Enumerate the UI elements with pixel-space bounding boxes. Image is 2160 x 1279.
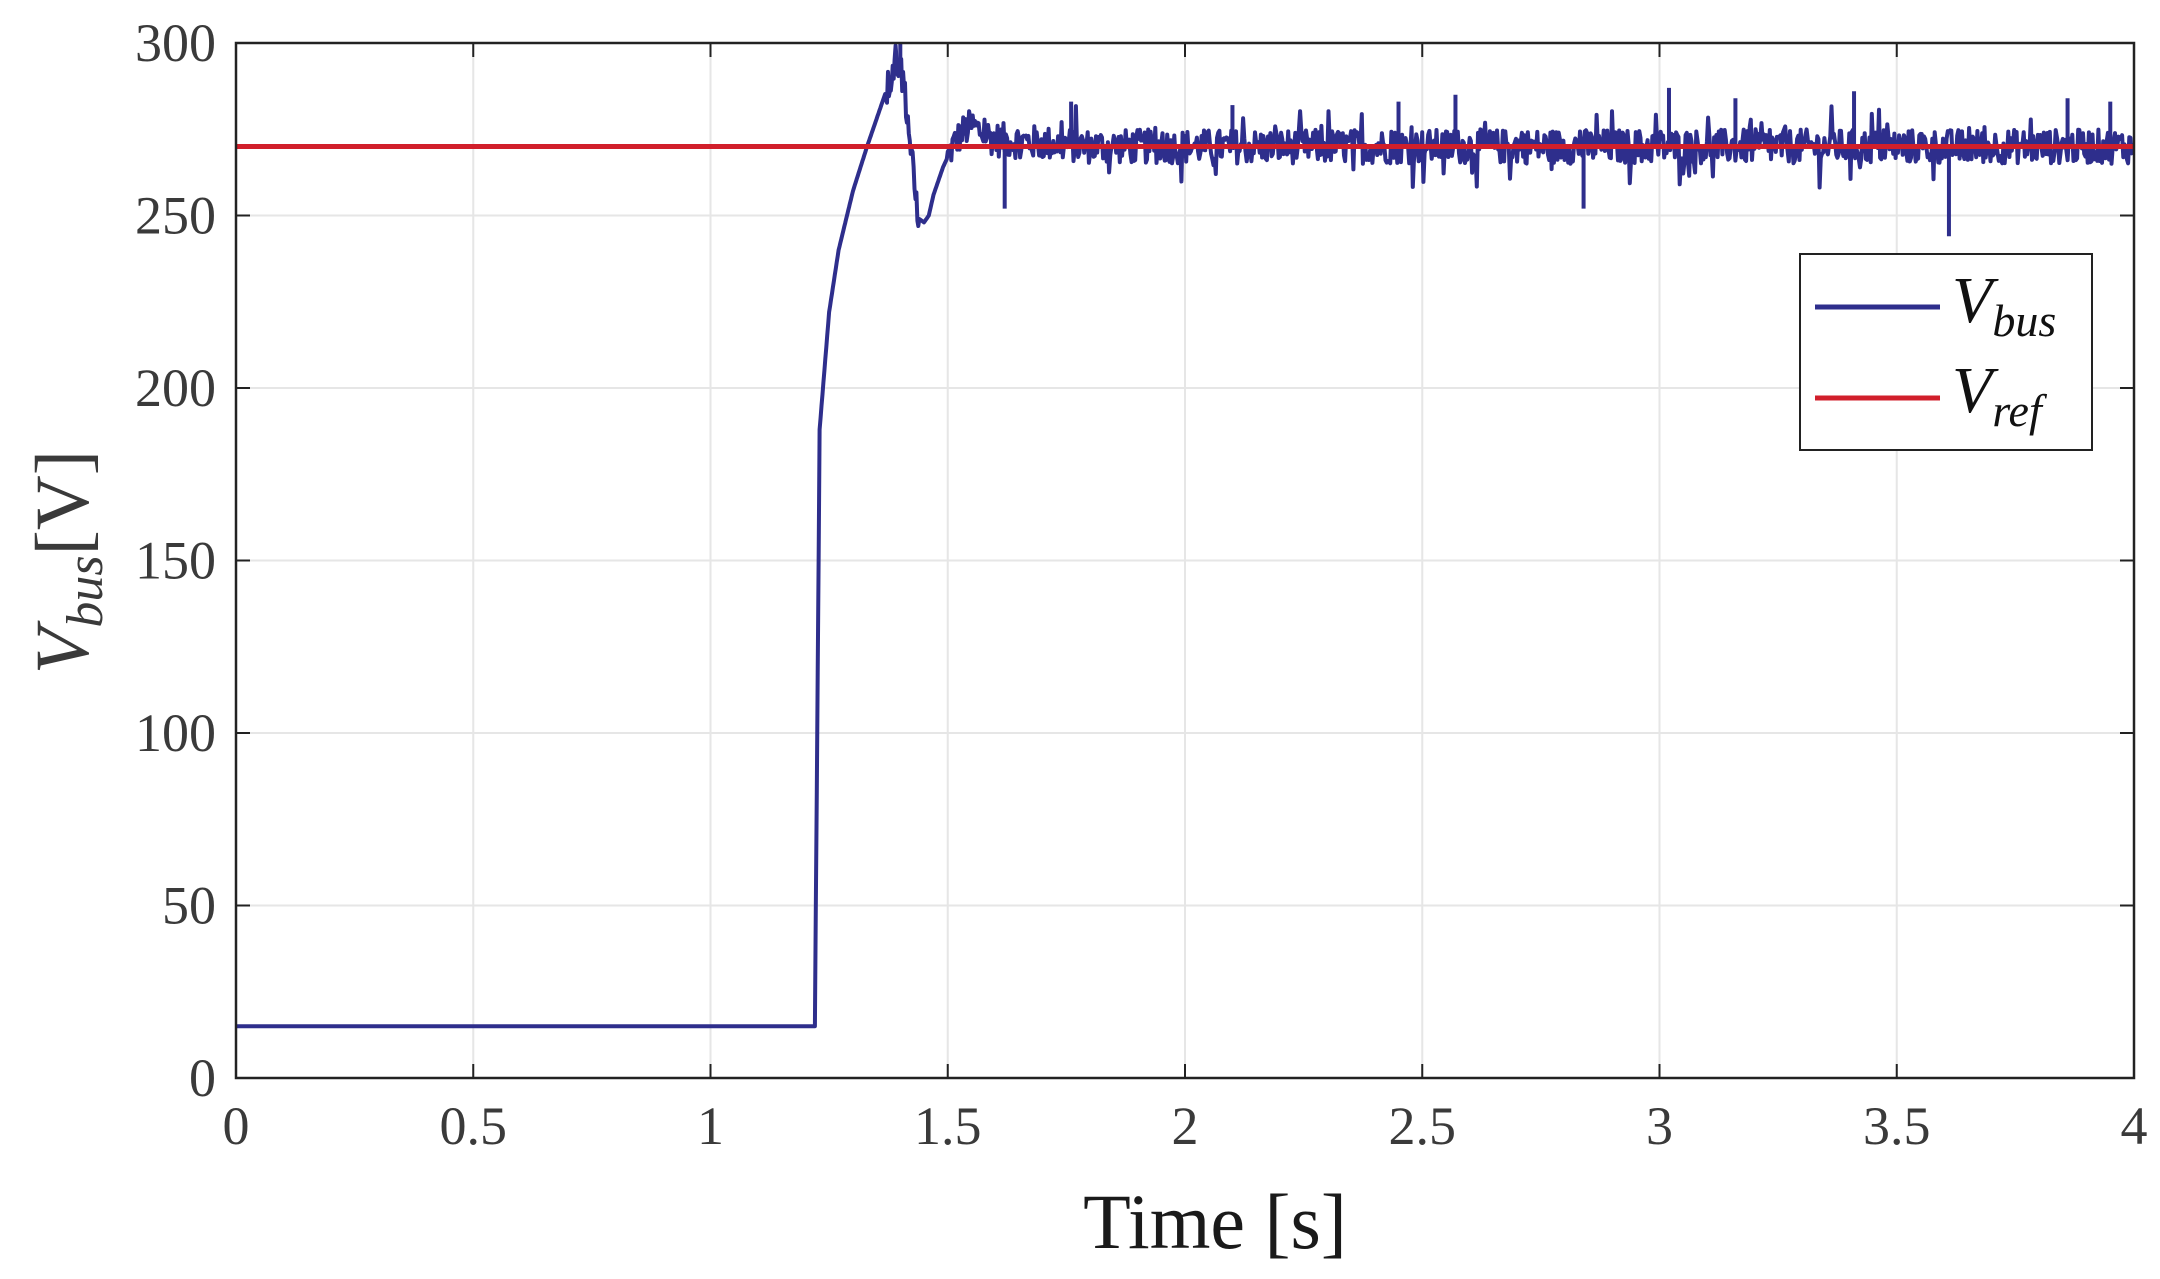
plot-area (234, 43, 2135, 1029)
tick-labels: 0 0.5 1 1.5 2 2.5 3 3.5 4 0 50 100 150 200 250 300 (135, 13, 2148, 1156)
y-axis-title: Vbus[V] (21, 450, 114, 674)
x-tick-label: 2 (1172, 1096, 1199, 1156)
x-tick-label: 2.5 (1389, 1096, 1457, 1156)
y-axis-symbol: V (21, 620, 105, 674)
x-tick-label: 4 (2121, 1096, 2148, 1156)
x-tick-label: 0.5 (440, 1096, 508, 1156)
legend: Vbus Vref (1799, 253, 2093, 451)
legend-label-vref: Vref (1952, 354, 2048, 436)
y-tick-label: 200 (135, 358, 216, 418)
y-tick-label: 150 (135, 531, 216, 591)
grid (235, 42, 2135, 1079)
y-tick-label: 300 (135, 13, 216, 73)
series-line-v-bus (234, 43, 2135, 1029)
x-axis-title: Time [s] (1083, 1178, 1347, 1265)
axes-box (234, 41, 2136, 1080)
y-tick-label: 50 (162, 876, 216, 936)
x-tick-label: 1.5 (914, 1096, 982, 1156)
x-tick-label: 0 (223, 1096, 250, 1156)
x-tick-label: 3 (1646, 1096, 1673, 1156)
y-axis-unit: [V] (21, 450, 105, 556)
x-tick-label: 1 (697, 1096, 724, 1156)
x-tick-label: 3.5 (1863, 1096, 1931, 1156)
legend-label-vbus: Vbus (1952, 264, 2056, 346)
legend-box (1799, 253, 2093, 451)
y-tick-label: 0 (189, 1048, 216, 1108)
y-tick-label: 100 (135, 703, 216, 763)
y-tick-label: 250 (135, 186, 216, 246)
axes (234, 41, 2136, 1080)
y-axis-subscript: bus (57, 555, 114, 627)
